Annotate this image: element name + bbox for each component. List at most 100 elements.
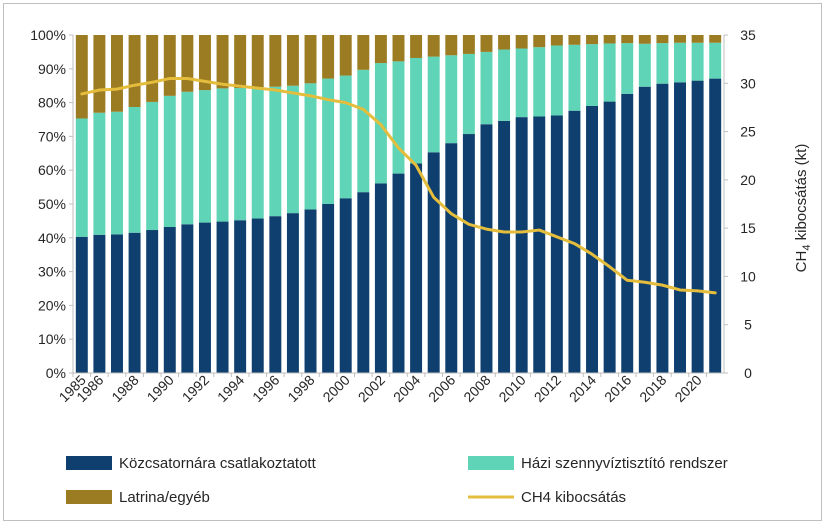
bar-1995-series-2: [251, 35, 264, 88]
bar-1992-series-1: [198, 90, 211, 223]
ch4-point-2010: [520, 230, 523, 234]
ch4-point-2020: [696, 289, 699, 293]
bar-1999-series-0: [322, 204, 335, 373]
bar-2011-series-0: [533, 116, 546, 374]
bar-1987-series-2: [111, 35, 123, 112]
bar-2018-series-2: [656, 35, 669, 44]
bar-1985-series-0: [75, 236, 88, 373]
bar-2019-series-0: [674, 82, 686, 373]
ch4-point-1989: [150, 81, 154, 84]
bar-2011-series-1: [533, 47, 546, 117]
bar-1994-series-0: [234, 220, 247, 373]
bar-1997-series-0: [286, 213, 299, 373]
bar-2006-series-2: [445, 35, 458, 56]
bar-2008-series-1: [480, 51, 493, 125]
bar-1988-series-2: [128, 35, 141, 107]
bar-1991-series-2: [181, 35, 194, 92]
x-tick-2010: 2010: [495, 372, 528, 405]
bar-2001-series-2: [357, 35, 370, 70]
ch4-point-2002: [379, 123, 383, 127]
y-right-label-subscript: 4: [801, 245, 813, 251]
legend-item-hazi: Házi szennyvíztisztító rendszer: [468, 455, 728, 472]
legend-swatch-latrina: [66, 490, 112, 504]
y-right-axis-label: CH4 kibocsátás (kt): [793, 144, 813, 273]
bar-2012-series-0: [550, 115, 563, 373]
bar-1988-series-0: [128, 232, 141, 373]
y-right-tick-25: 25: [740, 124, 756, 140]
y-right-label-suffix: kibocsátás (kt): [793, 144, 810, 245]
bar-2019-series-2: [674, 35, 686, 43]
bar-1995-series-1: [251, 87, 264, 219]
ch4-point-2011: [538, 228, 541, 232]
ch4-point-1992: [203, 80, 207, 83]
ch4-point-1993: [221, 83, 224, 86]
bar-2007-series-0: [462, 134, 475, 373]
bar-1986-series-2: [93, 35, 106, 113]
bar-2010-series-1: [515, 48, 528, 118]
ch4-point-2018: [661, 283, 664, 287]
bar-2021-series-1: [709, 42, 722, 79]
bar-1996-series-0: [269, 216, 282, 373]
ch4-point-1985: [80, 92, 84, 96]
bar-1997-series-1: [286, 85, 299, 214]
bar-2006-series-1: [445, 55, 458, 144]
bar-2014-series-2: [586, 35, 599, 45]
bar-2004-series-2: [410, 35, 423, 58]
ch4-point-1996: [274, 88, 277, 92]
bar-2007-series-2: [462, 35, 475, 54]
bar-2004-series-1: [410, 57, 423, 164]
y-right-tick-0: 0: [744, 365, 752, 381]
ch4-point-1999: [326, 98, 330, 101]
y-right-tick-5: 5: [744, 317, 752, 333]
bar-2016-series-0: [621, 93, 634, 373]
ch4-point-2016: [626, 279, 629, 282]
ch4-point-1994: [238, 84, 242, 88]
bar-1993-series-1: [216, 88, 229, 222]
ch4-point-2006: [450, 212, 453, 215]
bar-1998-series-1: [304, 83, 317, 210]
y-left-tick-60: 60%: [38, 162, 66, 178]
x-tick-2018: 2018: [636, 372, 669, 405]
bar-2014-series-0: [586, 105, 599, 373]
bar-2000-series-2: [339, 35, 352, 76]
bar-2014-series-1: [586, 44, 599, 106]
bar-1986-series-1: [93, 112, 106, 235]
bar-2017-series-2: [638, 35, 651, 44]
bar-2017-series-1: [638, 43, 651, 87]
chart-canvas: 0% 10% 20% 30% 40% 50% 60% 70% 80% 90% 100% 0 5 10 15 2…: [30, 27, 813, 506]
legend-swatch-hazi: [468, 456, 514, 470]
ch4-point-1995: [256, 86, 259, 90]
legend-swatch-kozcsatorna: [66, 456, 112, 470]
x-tick-1998: 1998: [284, 372, 317, 405]
bar-2018-series-0: [656, 83, 669, 374]
bar-1988-series-1: [128, 106, 141, 233]
x-tick-2006: 2006: [425, 372, 458, 405]
ch4-point-1997: [291, 91, 295, 95]
y-left-tick-50: 50%: [38, 196, 66, 212]
bar-2011-series-2: [533, 35, 546, 48]
bar-1993-series-2: [216, 35, 229, 89]
bar-2000-series-1: [339, 75, 352, 199]
bar-2018-series-1: [656, 43, 669, 84]
bar-2002-series-0: [374, 183, 387, 373]
bar-2009-series-1: [498, 49, 511, 121]
y-left-tick-10: 10%: [38, 331, 66, 347]
bar-1986-series-0: [93, 234, 106, 373]
bar-1990-series-1: [163, 95, 176, 227]
bar-1992-series-2: [198, 35, 211, 91]
ch4-point-2014: [590, 253, 594, 256]
x-tick-2014: 2014: [566, 372, 599, 405]
bar-1995-series-0: [251, 218, 264, 373]
chart-frame: 0% 10% 20% 30% 40% 50% 60% 70% 80% 90% 100% 0 5 10 15 2…: [3, 3, 822, 521]
bar-2003-series-2: [392, 35, 405, 62]
bar-2004-series-0: [410, 163, 423, 373]
bar-1989-series-0: [146, 230, 159, 373]
legend-label-kozcsatorna: Közcsatornára csatlakoztatott: [119, 455, 317, 472]
bar-2013-series-2: [568, 35, 581, 45]
bar-1991-series-0: [181, 224, 194, 373]
bar-1996-series-1: [269, 86, 282, 217]
bar-2019-series-1: [674, 42, 686, 83]
x-tick-2000: 2000: [319, 372, 352, 405]
legend: Közcsatornára csatlakoztatott Házi szenn…: [66, 455, 728, 506]
legend-item-latrina: Latrina/egyéb: [66, 489, 210, 506]
